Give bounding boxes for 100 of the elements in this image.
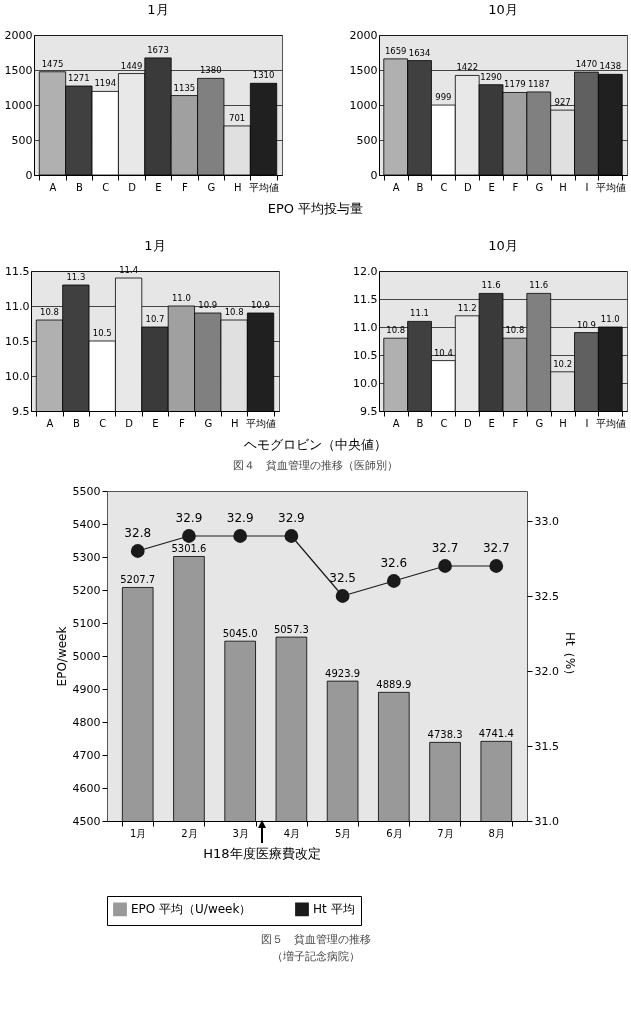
y2-tick-label: 33.0	[534, 514, 559, 528]
y2-tick-label: 31.0	[534, 814, 559, 828]
data-label: 32.8	[124, 526, 152, 540]
data-label: 4738.3	[427, 729, 463, 741]
data-label: 1449	[120, 60, 143, 71]
x-tick-label: E	[488, 181, 495, 193]
y2-tick-label: 31.5	[534, 739, 559, 753]
data-label: 1659	[384, 45, 407, 56]
x-tick-label: A	[392, 181, 400, 193]
data-label: 32.9	[226, 511, 254, 525]
y-tick-label: 4700	[72, 748, 101, 762]
y-tick-label: 2000	[349, 28, 378, 42]
data-label: 1422	[456, 62, 479, 73]
data-label: 1634	[408, 47, 431, 58]
x-tick-label: 平均値	[595, 417, 626, 429]
x-tick-label: F	[512, 417, 519, 429]
x-tick-label: H	[233, 181, 242, 193]
point	[438, 559, 452, 573]
y-axis-title: EPO/week	[54, 626, 69, 687]
x-tick-label: E	[152, 417, 159, 429]
x-tick-label: 5月	[334, 827, 352, 839]
x-tick-label: 3月	[232, 827, 249, 839]
data-label: 11.1	[410, 308, 430, 319]
y-tick-label: 11.5	[353, 292, 378, 306]
x-tick-label: C	[99, 417, 107, 429]
y-tick-label: 5100	[72, 616, 101, 630]
x-tick-label: A	[49, 181, 57, 193]
data-label: 32.7	[431, 541, 459, 555]
x-tick-label: D	[125, 417, 134, 429]
data-label: 1470	[575, 59, 598, 70]
y-tick-label: 1500	[349, 63, 378, 77]
chart-title: 10月	[488, 238, 518, 253]
y-tick-label: 4900	[72, 682, 101, 696]
data-label: 10.8	[40, 307, 59, 317]
x-tick-label: 4月	[283, 827, 301, 839]
y-tick-label: 1000	[349, 98, 378, 112]
x-tick-label: D	[463, 417, 472, 429]
data-label: 10.9	[576, 319, 596, 330]
data-label: 4889.9	[376, 679, 412, 691]
data-label: 32.7	[482, 541, 510, 555]
point	[130, 544, 145, 558]
data-label: 5301.6	[171, 543, 207, 555]
data-label: 32.5	[329, 571, 356, 585]
data-label: 32.6	[380, 556, 408, 570]
y-tick-label: 12.0	[353, 264, 378, 278]
x-tick-label: C	[440, 417, 448, 429]
x-tick-label: G	[207, 181, 216, 193]
point	[233, 529, 248, 543]
data-label: 11.6	[481, 280, 501, 291]
point	[284, 529, 299, 543]
y-tick-label: 11.0	[353, 320, 378, 334]
y-tick-label: 9.5	[12, 404, 30, 418]
x-tick-label: C	[440, 181, 448, 193]
data-label: 11.6	[529, 280, 549, 291]
y-tick-label: 1500	[4, 63, 33, 77]
x-tick-label: A	[46, 417, 54, 429]
y-tick-label: 5500	[72, 484, 101, 498]
caption: 図５ 貧血管理の推移	[259, 932, 372, 947]
x-tick-label: C	[102, 181, 110, 193]
y-tick-label: 0	[25, 168, 33, 182]
x-tick-label: G	[535, 417, 544, 429]
caption: 図４ 貧血管理の推移（医師別）	[232, 458, 399, 473]
point	[489, 559, 504, 573]
chart-title: 1月	[144, 238, 166, 253]
x-tick-label: 2月	[181, 827, 198, 839]
data-label: 11.0	[600, 314, 620, 324]
data-label: 11.2	[457, 302, 477, 313]
data-label: 10.8	[505, 325, 525, 336]
point	[182, 529, 196, 543]
data-label: 5045.0	[222, 628, 258, 640]
y-tick-label: 4500	[72, 814, 101, 828]
y-tick-label: 5300	[72, 550, 101, 564]
data-label: 1290	[480, 71, 502, 82]
text: H18年度医療費改定	[203, 845, 321, 863]
text: ヘモグロビン（中央値）	[243, 436, 388, 454]
legend-label: EPO 平均（U/week）	[131, 902, 252, 917]
x-tick-label: 7月	[437, 827, 454, 839]
x-tick-label: F	[182, 181, 188, 193]
x-tick-label: F	[512, 181, 519, 193]
data-label: 10.2	[553, 358, 573, 369]
point	[335, 589, 350, 603]
y-tick-label: 5400	[72, 517, 101, 531]
y2-tick-label: 32.5	[534, 589, 559, 603]
x-tick-label: A	[392, 417, 400, 429]
data-label: 4923.9	[325, 668, 361, 680]
data-label: 1135	[173, 82, 196, 93]
y2-axis-title: Ht（%）	[562, 631, 577, 682]
y-tick-label: 11.0	[5, 299, 30, 313]
data-label: 1271	[68, 73, 90, 84]
data-label: 5207.7	[120, 574, 156, 586]
y-tick-label: 500	[356, 133, 378, 147]
x-tick-label: 平均値	[595, 181, 626, 193]
x-tick-label: H	[559, 181, 567, 193]
chart-title: 1月	[147, 2, 169, 17]
data-label: 701	[229, 112, 246, 123]
y-tick-label: 5000	[72, 649, 101, 663]
x-tick-label: B	[75, 181, 83, 193]
x-tick-label: D	[128, 181, 137, 193]
data-label: 1187	[527, 78, 550, 89]
data-label: 1310	[252, 70, 275, 81]
